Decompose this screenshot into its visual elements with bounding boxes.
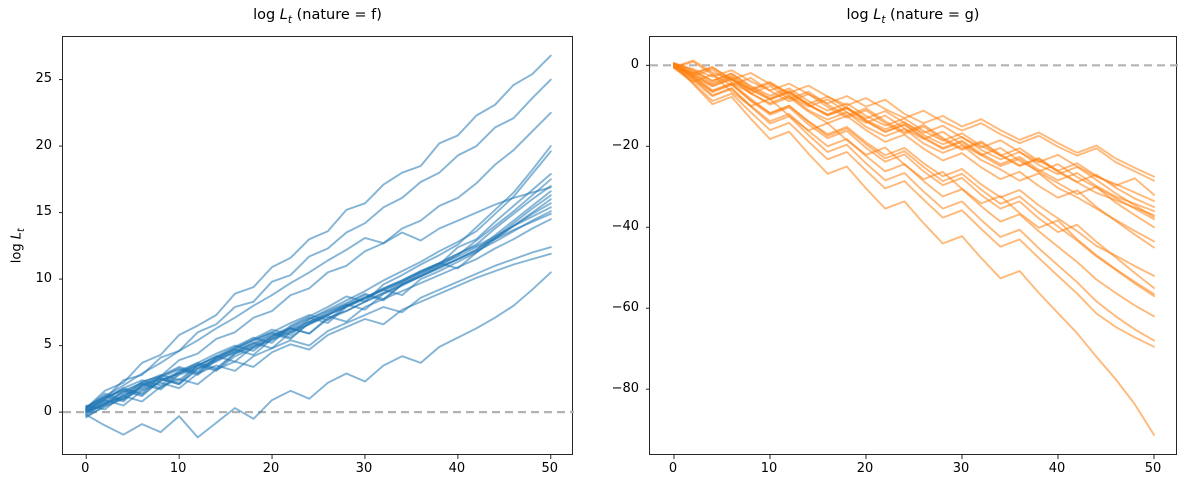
y-tick-label: 15	[35, 204, 52, 220]
trajectory-line	[85, 198, 552, 415]
axes-nature-f	[59, 36, 574, 459]
trajectory-line	[673, 60, 1155, 217]
trajectory-line	[85, 78, 552, 412]
x-tick-label: 20	[856, 461, 874, 476]
trajectory-line	[673, 63, 1155, 298]
y-tick-label: 20	[35, 137, 52, 153]
x-tick-label: 30	[952, 461, 970, 476]
title-text: log	[253, 7, 280, 23]
trajectory-line	[85, 173, 552, 411]
y-tick-label: −80	[611, 380, 639, 396]
y-tick-label: 0	[630, 56, 639, 72]
right-plot-title: log Lt (nature = g)	[846, 7, 980, 26]
x-tick-label: 10	[169, 461, 187, 476]
trajectory-line	[85, 246, 552, 411]
x-tick-label: 0	[81, 461, 90, 476]
x-tick-label: 30	[355, 461, 373, 476]
trajectory-line	[85, 218, 552, 418]
y-tick-label: −60	[611, 299, 639, 315]
trajectory-line	[673, 63, 1155, 289]
trajectory-line	[85, 54, 552, 410]
x-tick-label: 40	[1048, 461, 1066, 476]
y-tick-label: −20	[611, 137, 639, 153]
x-tick-label: 20	[262, 461, 280, 476]
trajectory-line	[85, 186, 552, 410]
x-tick-label: 40	[448, 461, 466, 476]
axes-nature-g	[646, 36, 1178, 459]
trajectory-line	[85, 252, 552, 414]
trajectory-line	[85, 202, 552, 411]
trajectory-line	[85, 150, 552, 414]
left-y-axis-label: log Lt	[9, 228, 27, 263]
y-tick-label: 5	[43, 337, 52, 353]
x-tick-label: 50	[541, 461, 559, 476]
y-tick-label: 25	[35, 71, 52, 87]
y-tick-label: 10	[35, 270, 52, 286]
trajectory-line	[85, 271, 552, 439]
left-plot-title: log Lt (nature = f)	[253, 7, 382, 26]
y-tick-label: −40	[611, 218, 639, 234]
trajectory-line	[673, 62, 1155, 342]
x-tick-label: 50	[1144, 461, 1162, 476]
trajectory-line	[85, 212, 552, 412]
trajectory-line	[673, 63, 1155, 178]
trajectory-line	[673, 59, 1155, 182]
title-text: log	[846, 7, 874, 23]
x-tick-label: 0	[668, 461, 678, 476]
trajectory-line	[673, 63, 1155, 249]
x-tick-label: 10	[760, 461, 778, 476]
trajectory-line	[673, 63, 1155, 219]
trajectory-line	[85, 206, 552, 414]
y-tick-label: 0	[43, 403, 52, 419]
line-chart-nature-f	[59, 54, 574, 459]
trajectory-line	[673, 66, 1155, 348]
line-chart-nature-g	[646, 59, 1178, 459]
trajectory-line	[673, 63, 1155, 436]
trajectory-line	[85, 111, 552, 416]
